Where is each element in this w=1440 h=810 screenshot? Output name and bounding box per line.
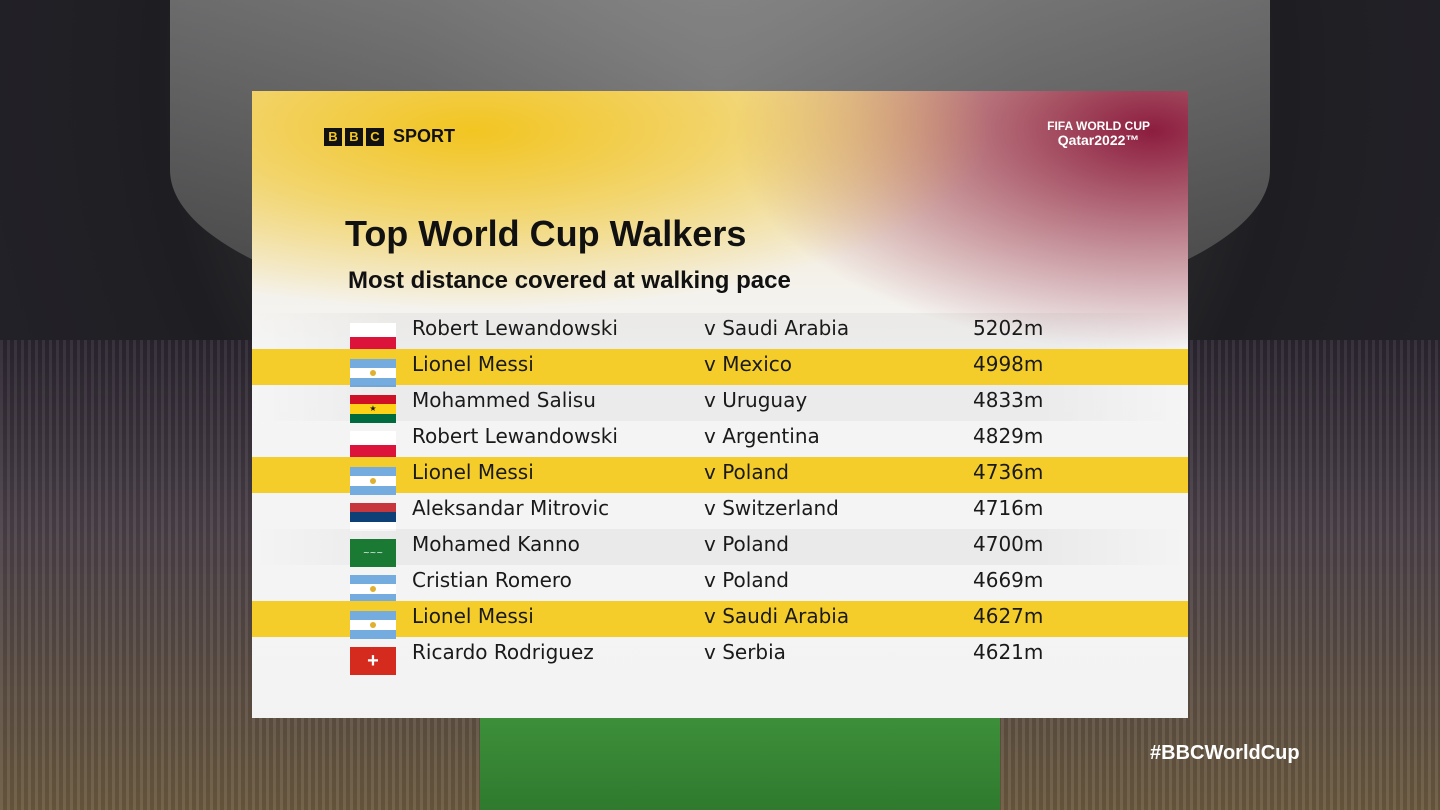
flag-switzerland-icon: + [350, 647, 396, 675]
distance: 4998m [973, 352, 1044, 376]
opponent: v Saudi Arabia [704, 604, 850, 628]
flag-argentina-icon [350, 575, 396, 603]
distance: 4700m [973, 532, 1044, 556]
logo-letter: C [366, 127, 384, 146]
distance: 4716m [973, 496, 1044, 520]
table-row: + Ricardo Rodriguez v Serbia 4621m [252, 637, 1188, 675]
player-name: Mohammed Salisu [412, 388, 596, 412]
table-row: Robert Lewandowski v Saudi Arabia 5202m [252, 313, 1188, 351]
distance: 4833m [973, 388, 1044, 412]
table-row: ★ Mohammed Salisu v Uruguay 4833m [252, 385, 1188, 423]
table-row: ~~~ Mohamed Kanno v Poland 4700m [252, 529, 1188, 567]
flag-argentina-icon [350, 611, 396, 639]
distance: 4829m [973, 424, 1044, 448]
player-name: Mohamed Kanno [412, 532, 580, 556]
logo-sport: SPORT [393, 126, 456, 146]
player-name: Lionel Messi [412, 352, 534, 376]
graphic-subtitle: Most distance covered at walking pace [348, 267, 791, 294]
flag-saudi-arabia-icon: ~~~ [350, 539, 396, 567]
player-name: Robert Lewandowski [412, 316, 618, 340]
opponent: v Poland [704, 460, 789, 484]
distance: 4669m [973, 568, 1044, 592]
player-name: Lionel Messi [412, 460, 534, 484]
fifa-logo-line1: FIFA WORLD CUP [1047, 119, 1150, 133]
fifa-logo-line2: Qatar2022™ [1057, 132, 1140, 148]
player-name: Aleksandar Mitrovic [412, 496, 610, 520]
table-row: Lionel Messi v Saudi Arabia 4627m [252, 601, 1188, 639]
walkers-table: Robert Lewandowski v Saudi Arabia 5202m … [252, 313, 1188, 675]
table-row: Robert Lewandowski v Argentina 4829m [252, 421, 1188, 459]
distance: 4736m [973, 460, 1044, 484]
bbc-sport-logo: B B C SPORT [324, 126, 455, 147]
fifa-logo: FIFA WORLD CUP Qatar2022™ [1047, 119, 1150, 147]
logo-letter: B [345, 127, 363, 146]
opponent: v Poland [704, 532, 789, 556]
table-row: Cristian Romero v Poland 4669m [252, 565, 1188, 603]
flag-argentina-icon [350, 467, 396, 495]
logo-letter: B [324, 127, 342, 146]
flag-serbia-icon [350, 503, 396, 531]
opponent: v Serbia [704, 640, 786, 664]
table-row: Lionel Messi v Poland 4736m [252, 457, 1188, 495]
flag-argentina-icon [350, 359, 396, 387]
flag-poland-icon [350, 431, 396, 459]
player-name: Cristian Romero [412, 568, 572, 592]
opponent: v Uruguay [704, 388, 808, 412]
player-name: Ricardo Rodriguez [412, 640, 594, 664]
player-name: Robert Lewandowski [412, 424, 618, 448]
distance: 4627m [973, 604, 1044, 628]
table-row: Aleksandar Mitrovic v Switzerland 4716m [252, 493, 1188, 531]
flag-ghana-icon: ★ [350, 395, 396, 423]
opponent: v Mexico [704, 352, 793, 376]
opponent: v Switzerland [704, 496, 839, 520]
opponent: v Saudi Arabia [704, 316, 850, 340]
opponent: v Poland [704, 568, 789, 592]
player-name: Lionel Messi [412, 604, 534, 628]
opponent: v Argentina [704, 424, 820, 448]
pitch [480, 718, 1000, 810]
graphic-title: Top World Cup Walkers [345, 213, 747, 254]
distance: 5202m [973, 316, 1044, 340]
stats-graphic: B B C SPORT FIFA WORLD CUP Qatar2022™ To… [252, 91, 1188, 718]
hashtag: #BBCWorldCup [1150, 742, 1300, 764]
flag-poland-icon [350, 323, 396, 351]
table-row: Lionel Messi v Mexico 4998m [252, 349, 1188, 387]
distance: 4621m [973, 640, 1044, 664]
